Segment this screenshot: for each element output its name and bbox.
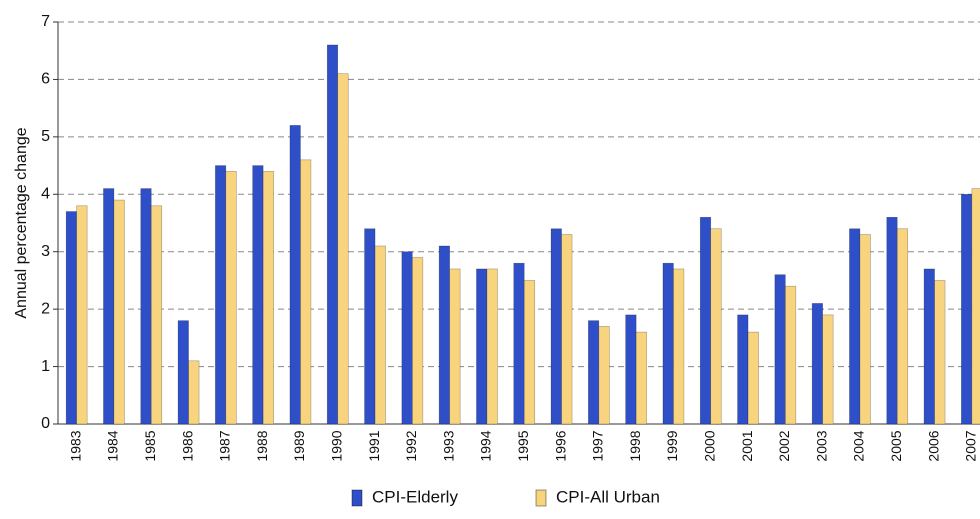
- x-tick-label: 1984: [105, 430, 121, 461]
- x-tick-label: 2002: [776, 430, 792, 461]
- bar: [150, 205, 163, 425]
- x-tick-label: 2005: [888, 430, 904, 461]
- bar: [635, 331, 647, 425]
- bar: [289, 125, 301, 425]
- bar: [513, 262, 525, 425]
- bar: [438, 245, 450, 425]
- x-tick-label: 2000: [701, 430, 717, 461]
- bar: [747, 331, 759, 425]
- x-tick-label: 2007: [963, 430, 979, 461]
- bar: [140, 188, 152, 425]
- x-tick-label: 1983: [67, 430, 83, 461]
- legend-swatch: [535, 489, 547, 507]
- x-tick-label: 1995: [515, 430, 531, 461]
- x-tick-label: 1998: [627, 430, 643, 461]
- bar: [699, 216, 712, 425]
- bar: [673, 268, 685, 425]
- bar: [811, 303, 823, 425]
- bar: [374, 245, 386, 425]
- bar: [412, 257, 424, 425]
- bar: [113, 199, 125, 425]
- y-tick-label: 7: [41, 13, 50, 30]
- bar: [710, 228, 722, 425]
- x-tick-label: 1990: [328, 430, 344, 461]
- bar: [774, 274, 786, 425]
- bar: [401, 251, 413, 425]
- x-tick-label: 1996: [552, 430, 568, 461]
- bar: [300, 159, 312, 425]
- bar: [76, 205, 88, 425]
- bar: [103, 188, 115, 425]
- bar: [859, 234, 871, 425]
- y-tick-label: 0: [41, 415, 50, 432]
- bar: [476, 268, 488, 425]
- bar: [934, 280, 946, 425]
- x-tick-label: 1999: [664, 430, 680, 461]
- y-tick-label: 3: [41, 243, 50, 260]
- bar: [486, 268, 498, 425]
- x-tick-label: 2003: [813, 430, 829, 461]
- bar: [449, 268, 461, 425]
- legend-swatch: [351, 489, 363, 507]
- y-tick-label: 6: [41, 71, 50, 88]
- bar: [896, 228, 909, 425]
- y-tick-label: 5: [41, 128, 50, 145]
- bar: [252, 165, 264, 425]
- bar: [523, 280, 536, 425]
- bar: [550, 228, 562, 425]
- x-tick-label: 2006: [925, 430, 941, 461]
- bar: [923, 268, 935, 425]
- legend-label: CPI-Elderly: [372, 487, 458, 506]
- x-tick-label: 1989: [291, 430, 307, 461]
- legend-label: CPI-All Urban: [556, 487, 660, 506]
- x-tick-label: 2001: [739, 430, 755, 461]
- bar: [625, 314, 637, 425]
- bar: [785, 285, 797, 425]
- bar: [561, 234, 573, 425]
- bar: [662, 262, 674, 425]
- bar: [188, 360, 200, 425]
- bar: [598, 326, 610, 425]
- x-tick-label: 1993: [440, 430, 456, 461]
- bar: [961, 193, 973, 425]
- bar: [262, 171, 274, 425]
- y-tick-label: 1: [41, 358, 50, 375]
- x-tick-label: 1985: [142, 430, 158, 461]
- bar: [326, 44, 339, 425]
- bar: [364, 228, 376, 425]
- bar: [737, 314, 749, 425]
- bar: [822, 314, 834, 425]
- x-tick-label: 1988: [254, 430, 270, 461]
- bar: [225, 171, 237, 425]
- bar: [65, 211, 77, 425]
- x-tick-label: 1994: [478, 430, 494, 461]
- bar: [849, 228, 861, 425]
- bar: [588, 320, 600, 425]
- bar: [215, 165, 227, 425]
- y-tick-label: 2: [41, 300, 50, 317]
- x-tick-label: 2004: [851, 430, 867, 461]
- bar: [177, 320, 189, 425]
- x-tick-label: 1986: [179, 430, 195, 461]
- x-tick-label: 1987: [217, 430, 233, 461]
- bar: [337, 73, 349, 425]
- y-axis-label: Annual percentage change: [13, 127, 30, 318]
- x-tick-label: 1992: [403, 430, 419, 461]
- bar: [886, 216, 898, 425]
- y-tick-label: 4: [41, 186, 50, 203]
- x-tick-label: 1991: [366, 430, 382, 461]
- x-tick-label: 1997: [590, 430, 606, 461]
- bar: [971, 188, 980, 425]
